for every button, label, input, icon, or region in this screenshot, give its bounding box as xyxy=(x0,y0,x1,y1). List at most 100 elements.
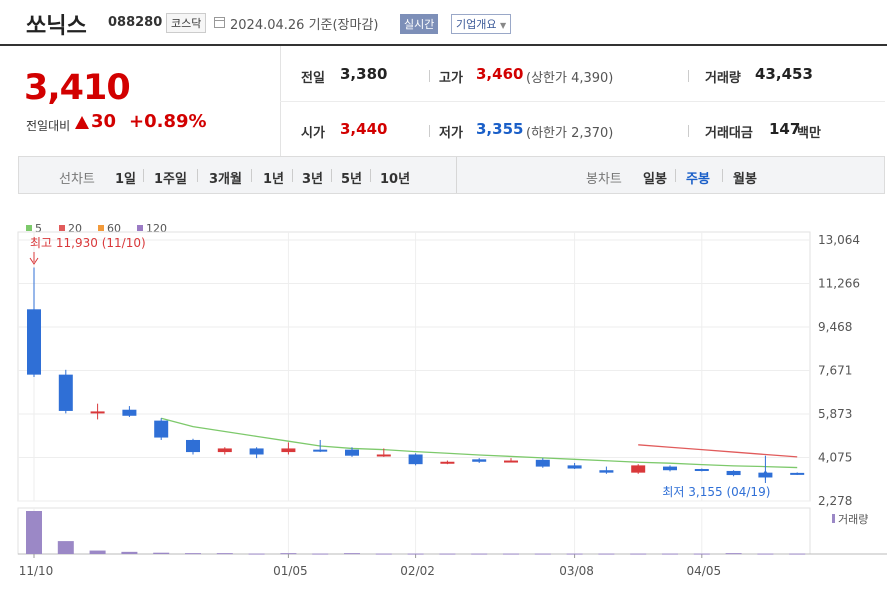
volume-bar xyxy=(57,541,74,554)
max-annotation: 최고 11,930 (11/10) xyxy=(30,236,146,250)
period-3m[interactable]: 3개월 xyxy=(209,172,242,187)
candle-body xyxy=(790,472,805,475)
separator xyxy=(722,169,723,182)
volume-bar xyxy=(471,553,488,555)
x-tick-label: 01/05 xyxy=(273,564,308,578)
candle-body xyxy=(186,439,200,453)
volume-bar xyxy=(153,552,170,554)
candle-body xyxy=(472,459,487,462)
realtime-button[interactable]: 실시간 xyxy=(400,14,439,34)
volume-bar xyxy=(375,553,392,555)
volume-bar xyxy=(534,553,551,555)
volume-bar xyxy=(185,553,201,555)
header: 쏘닉스 088280 코스닥 2024.04.26 기준(장마감) 실시간 기업… xyxy=(0,0,887,46)
volume-bar xyxy=(693,553,710,555)
candle-body xyxy=(345,449,359,456)
candle-body xyxy=(217,448,232,453)
volume-bar xyxy=(566,553,583,555)
period-10y[interactable]: 10년 xyxy=(380,172,411,187)
candle-body xyxy=(408,454,423,465)
candle-monthly[interactable]: 월봉 xyxy=(733,172,757,187)
separator xyxy=(331,169,332,182)
min-arrow-head xyxy=(760,470,770,478)
company-overview-button[interactable]: 기업개요 ▼ xyxy=(451,14,512,34)
volume-bar xyxy=(439,553,456,555)
volume-bar xyxy=(662,553,678,555)
x-tick-label: 11/10 xyxy=(19,564,54,578)
x-tick-label: 02/02 xyxy=(400,564,435,578)
x-tick-label: 03/08 xyxy=(559,564,594,578)
volume-bar xyxy=(503,553,519,555)
candle-body xyxy=(663,466,677,471)
volume-bar xyxy=(248,553,265,555)
period-3y[interactable]: 3년 xyxy=(302,172,324,187)
period-1d[interactable]: 1일 xyxy=(115,172,137,187)
candle-body xyxy=(535,459,550,467)
volume-plot-frame xyxy=(17,507,811,555)
separator xyxy=(143,169,144,182)
candle-chart-label: 봉차트 xyxy=(586,172,622,187)
candle-body xyxy=(440,461,455,464)
volume-bar xyxy=(725,553,742,555)
open-label: 시가 xyxy=(301,126,325,141)
legend-swatch-ma5 xyxy=(26,225,32,231)
separator xyxy=(688,125,689,137)
y-tick-label: 7,671 xyxy=(818,364,852,378)
separator xyxy=(688,70,689,82)
max-arrow-head xyxy=(29,257,39,265)
candle-body xyxy=(154,420,169,438)
dropdown-arrow-icon: ▼ xyxy=(499,21,507,30)
separator xyxy=(675,169,676,182)
volume-bar xyxy=(598,553,615,555)
market-badge: 코스닥 xyxy=(166,13,207,33)
min-annotation: 최저 3,155 (04/19) xyxy=(662,485,770,499)
candle-body xyxy=(58,374,73,411)
legend-swatch-ma120 xyxy=(137,225,143,231)
candle-body xyxy=(694,469,709,472)
up-triangle-icon xyxy=(75,116,89,129)
candle-weekly[interactable]: 주봉 xyxy=(686,172,710,187)
y-tick-label: 13,064 xyxy=(818,233,860,247)
candle-body xyxy=(281,448,296,453)
legend-ma5: 5 xyxy=(35,222,42,235)
y-tick-label: 9,468 xyxy=(818,320,852,334)
candle-body xyxy=(504,460,518,463)
line-chart-label: 선차트 xyxy=(59,172,95,187)
calendar-icon xyxy=(214,17,225,28)
candle-body xyxy=(376,454,391,457)
x-tick-label: 04/05 xyxy=(687,564,722,578)
y-tick-label: 2,278 xyxy=(818,494,852,508)
low-value: 3,355 xyxy=(476,120,524,138)
y-tick-label: 11,266 xyxy=(818,277,860,291)
open-value: 3,440 xyxy=(340,120,388,138)
y-tick-label: 4,075 xyxy=(818,451,852,465)
candle-body xyxy=(90,411,105,414)
period-5y[interactable]: 5년 xyxy=(341,172,363,187)
period-1y[interactable]: 1년 xyxy=(263,172,285,187)
ma5-line xyxy=(161,417,798,469)
volume-bar xyxy=(344,553,360,555)
volume-bar xyxy=(630,553,647,555)
high-label: 고가 xyxy=(439,71,463,86)
volume-bar xyxy=(216,553,233,555)
period-1w[interactable]: 1주일 xyxy=(154,172,187,187)
upper-limit: (상한가 4,390) xyxy=(526,71,614,86)
trade-amount-value: 147 xyxy=(769,120,801,138)
lower-limit: (하한가 2,370) xyxy=(526,126,614,141)
candle-body xyxy=(599,470,614,473)
legend-swatch-ma60 xyxy=(98,225,104,231)
volume-bar xyxy=(121,551,138,554)
price-change-percent: +0.89% xyxy=(129,111,207,132)
change-label: 전일대비 xyxy=(26,119,71,133)
candle-daily[interactable]: 일봉 xyxy=(643,172,667,187)
volume-legend-label: 거래량 xyxy=(838,513,868,526)
volume-bar xyxy=(789,553,806,555)
volume-bar xyxy=(407,553,424,555)
volume-bar xyxy=(89,550,106,554)
volume-bar xyxy=(280,553,297,555)
separator xyxy=(370,169,371,182)
volume-label: 거래량 xyxy=(705,71,741,86)
volume-bar xyxy=(312,553,329,555)
candle-body xyxy=(567,465,582,469)
separator xyxy=(251,169,252,182)
